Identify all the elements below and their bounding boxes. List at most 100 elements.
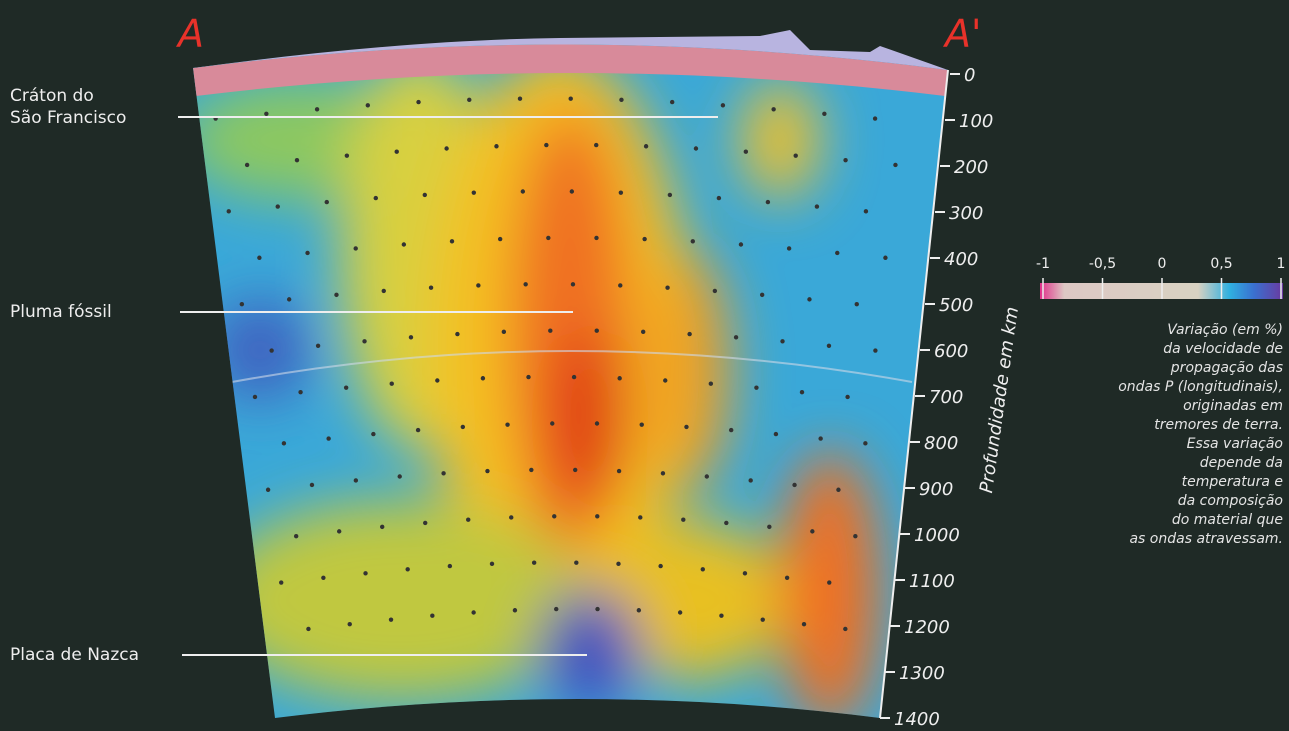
sample-dot [701,567,705,571]
sample-dot [245,163,249,167]
sample-dot [240,302,244,306]
sample-dot [371,432,375,436]
depth-tick-label: 1000 [914,525,960,546]
sample-dot [380,525,384,529]
sample-dot [485,469,489,473]
sample-dot [873,116,877,120]
sample-dot [709,381,713,385]
sample-dot [761,617,765,621]
sample-dot [595,607,599,611]
sample-dot [416,100,420,104]
sample-dot [253,395,257,399]
sample-dot [416,428,420,432]
sample-dot [658,564,662,568]
sample-dot [748,478,752,482]
sample-dot [466,518,470,522]
sample-dot [713,289,717,293]
sample-dot [279,580,283,584]
sample-dot [430,613,434,617]
sample-dot [481,376,485,380]
sample-dot [810,529,814,533]
colorbar-tick-label: 1 [1277,256,1286,272]
sample-dot [729,428,733,432]
sample-dot [766,200,770,204]
sample-dot [571,282,575,286]
sample-dot [450,239,454,243]
depth-tick-label: 1400 [894,709,940,730]
sample-dot [532,561,536,565]
sample-dot [785,576,789,580]
sample-dot [298,390,302,394]
sample-dot [827,580,831,584]
sample-dot [344,385,348,389]
sample-dot [316,344,320,348]
sample-dot [521,189,525,193]
colorbar-caption: originadas em [1183,398,1283,414]
sample-dot [594,236,598,240]
sample-dot [774,432,778,436]
sample-dot [548,329,552,333]
depth-tick-label: 600 [934,341,968,362]
sample-dot [366,103,370,107]
sample-dot [390,381,394,385]
sample-dot [616,562,620,566]
sample-dot [665,286,669,290]
sample-dot [509,515,513,519]
sample-dot [295,158,299,162]
figure: A A' Cráton doSão FranciscoPluma fóssilP… [0,0,1289,731]
sample-dot [687,332,691,336]
sample-dot [476,283,480,287]
sample-dot [822,112,826,116]
depth-tick-label: 900 [919,479,953,500]
colorbar-caption: do material que [1172,512,1283,528]
sample-dot [724,521,728,525]
sample-dot [494,144,498,148]
sample-dot [429,286,433,290]
depth-tick-label: 100 [959,111,993,132]
sample-dot [721,103,725,107]
sample-dot [552,514,556,518]
sample-dot [523,282,527,286]
depth-tick-label: 200 [954,157,988,178]
sample-dot [640,422,644,426]
sample-dot [573,468,577,472]
sample-dot [618,283,622,287]
sample-dot [325,200,329,204]
sample-dot [354,478,358,482]
depth-tick-label: 1100 [909,571,955,592]
sample-dot [787,246,791,250]
tomography-section [180,40,960,731]
sample-dot [227,209,231,213]
sample-dot [569,97,573,101]
sample-dot [684,425,688,429]
sample-dot [572,375,576,379]
sample-dot [642,237,646,241]
sample-dot [802,622,806,626]
sample-dot [668,193,672,197]
sample-dot [694,146,698,150]
sample-dot [305,251,309,255]
sample-dot [398,474,402,478]
sample-dot [792,483,796,487]
sample-dot [815,204,819,208]
sample-dot [835,251,839,255]
sample-dot [807,297,811,301]
sample-dot [529,468,533,472]
sample-dot [661,471,665,475]
sample-dot [395,149,399,153]
sample-dot [455,332,459,336]
annotation-label: São Francisco [10,108,126,128]
colorbar-caption: depende da [1200,455,1283,471]
sample-dot [550,421,554,425]
sample-dot [595,514,599,518]
sample-dot [641,330,645,334]
depth-tick-label: 0 [964,65,975,86]
depth-tick-label: 400 [944,249,978,270]
sample-dot [767,525,771,529]
sample-dot [744,149,748,153]
sample-dot [266,488,270,492]
sample-dot [780,339,784,343]
sample-dot [382,289,386,293]
colorbar-caption: temperatura e [1182,474,1283,490]
sample-dot [754,385,758,389]
